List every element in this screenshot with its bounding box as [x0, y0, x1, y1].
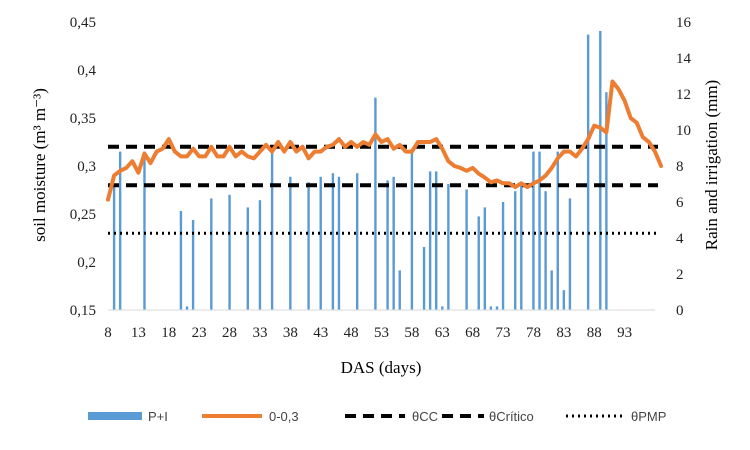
bar-p-i-10 — [270, 153, 274, 310]
bar-p-i-21 — [410, 151, 414, 310]
bar-p-i-2 — [143, 151, 146, 310]
bar-series-p-i — [112, 31, 608, 310]
left-y-tick-label: 0,25 — [70, 207, 96, 223]
bar-p-i-30 — [489, 306, 493, 310]
right-y-ticks: 0 2 4 6 8 10 12 14 16 — [676, 15, 692, 319]
threshold-lines — [108, 144, 659, 235]
left-y-tick-label: 0,3 — [77, 159, 96, 175]
right-y-tick-label: 14 — [676, 51, 692, 67]
x-tick-label: 78 — [526, 325, 541, 341]
bar-p-i-14 — [331, 173, 335, 310]
x-ticks: 8 13 18 23 28 33 38 43 48 53 58 63 68 73 78 83 88 93 — [104, 325, 632, 341]
bar-p-i-11 — [289, 176, 292, 310]
x-tick-label: 58 — [404, 325, 419, 341]
bar-p-i-22 — [422, 247, 426, 310]
x-tick-label: 73 — [496, 325, 511, 341]
bar-p-i-17 — [374, 97, 377, 310]
right-y-tick-label: 12 — [676, 87, 691, 103]
x-tick-label: 43 — [313, 325, 328, 341]
bar-p-i-18 — [386, 180, 389, 310]
x-tick-label: 83 — [556, 325, 571, 341]
right-y-tick-label: 4 — [676, 231, 684, 247]
left-y-axis-title: soil moisture (m³ m⁻³) — [30, 88, 49, 242]
bar-p-i-44 — [605, 92, 608, 310]
left-y-ticks: 0,15 0,2 0,25 0,3 0,35 0,4 0,45 — [70, 15, 97, 319]
bar-p-i-35 — [532, 151, 535, 310]
bar-p-i-31 — [495, 306, 499, 310]
bar-p-i-41 — [568, 198, 572, 310]
bar-p-i-33 — [514, 191, 517, 310]
right-y-tick-label: 2 — [676, 267, 684, 283]
x-tick-label: 93 — [617, 325, 632, 341]
bar-p-i-0 — [112, 184, 116, 310]
right-y-tick-label: 0 — [676, 303, 684, 319]
bar-p-i-9 — [258, 200, 262, 310]
bar-p-i-34 — [520, 182, 523, 310]
bar-p-i-15 — [337, 176, 341, 310]
left-y-tick-label: 0,2 — [77, 255, 96, 271]
right-y-tick-label: 8 — [676, 159, 684, 175]
left-y-tick-label: 0,4 — [77, 63, 96, 79]
right-y-tick-label: 6 — [676, 195, 684, 211]
bar-p-i-38 — [550, 270, 553, 310]
bar-p-i-26 — [447, 184, 450, 310]
bar-p-i-12 — [307, 182, 310, 310]
legend-swatch-p-i — [88, 412, 142, 420]
x-tick-label: 63 — [435, 325, 450, 341]
bar-p-i-39 — [556, 151, 559, 310]
x-tick-label: 33 — [252, 325, 267, 341]
bar-p-i-5 — [191, 220, 195, 310]
left-y-tick-label: 0,15 — [70, 303, 96, 319]
right-y-tick-label: 10 — [676, 123, 691, 139]
left-y-tick-label: 0,35 — [70, 111, 96, 127]
bar-p-i-40 — [562, 290, 566, 310]
bar-p-i-4 — [185, 306, 189, 310]
bar-p-i-20 — [398, 270, 401, 310]
bar-p-i-13 — [319, 176, 322, 310]
bar-p-i-27 — [465, 189, 468, 310]
bar-p-i-43 — [599, 31, 602, 310]
bar-p-i-16 — [355, 173, 359, 310]
bar-p-i-19 — [392, 176, 395, 310]
bar-p-i-28 — [477, 216, 480, 310]
bar-p-i-1 — [118, 151, 122, 310]
x-tick-label: 68 — [465, 325, 480, 341]
bar-p-i-23 — [428, 171, 432, 310]
right-y-tick-label: 16 — [676, 15, 692, 31]
x-tick-label: 88 — [587, 325, 602, 341]
x-tick-label: 48 — [344, 325, 359, 341]
right-y-axis-title: Rain and irrigation (mm) — [702, 80, 721, 250]
x-tick-label: 38 — [283, 325, 298, 341]
bar-p-i-6 — [210, 198, 213, 310]
bar-p-i-8 — [246, 207, 249, 310]
legend-label-soil-moisture: 0-0,3 — [269, 409, 299, 424]
bar-p-i-25 — [441, 306, 444, 310]
legend-label-theta-critico: θCrítico — [489, 409, 534, 424]
legend-label-p-i: P+I — [148, 409, 168, 424]
bar-p-i-36 — [538, 151, 541, 310]
line-series-soil-moisture — [106, 79, 664, 202]
x-tick-label: 8 — [104, 325, 112, 341]
left-y-tick-label: 0,45 — [70, 15, 96, 31]
bar-p-i-32 — [501, 202, 505, 310]
x-tick-label: 53 — [374, 325, 389, 341]
bar-p-i-37 — [544, 191, 547, 310]
legend-label-theta-cc: θCC — [412, 409, 438, 424]
x-tick-label: 23 — [192, 325, 207, 341]
x-tick-label: 18 — [161, 325, 176, 341]
line-path-soil-moisture — [106, 79, 664, 202]
bar-p-i-3 — [179, 211, 183, 310]
x-tick-label: 13 — [131, 325, 146, 341]
bar-p-i-24 — [435, 171, 438, 310]
legend-label-theta-pmp: θPMP — [631, 409, 666, 424]
x-tick-label: 28 — [222, 325, 237, 341]
bar-p-i-29 — [483, 207, 487, 310]
x-axis-title: DAS (days) — [341, 358, 422, 377]
bar-p-i-7 — [228, 194, 231, 310]
legend: P+I 0-0,3 θCC θCrítico θPMP — [88, 409, 666, 424]
bar-p-i-42 — [586, 34, 590, 310]
